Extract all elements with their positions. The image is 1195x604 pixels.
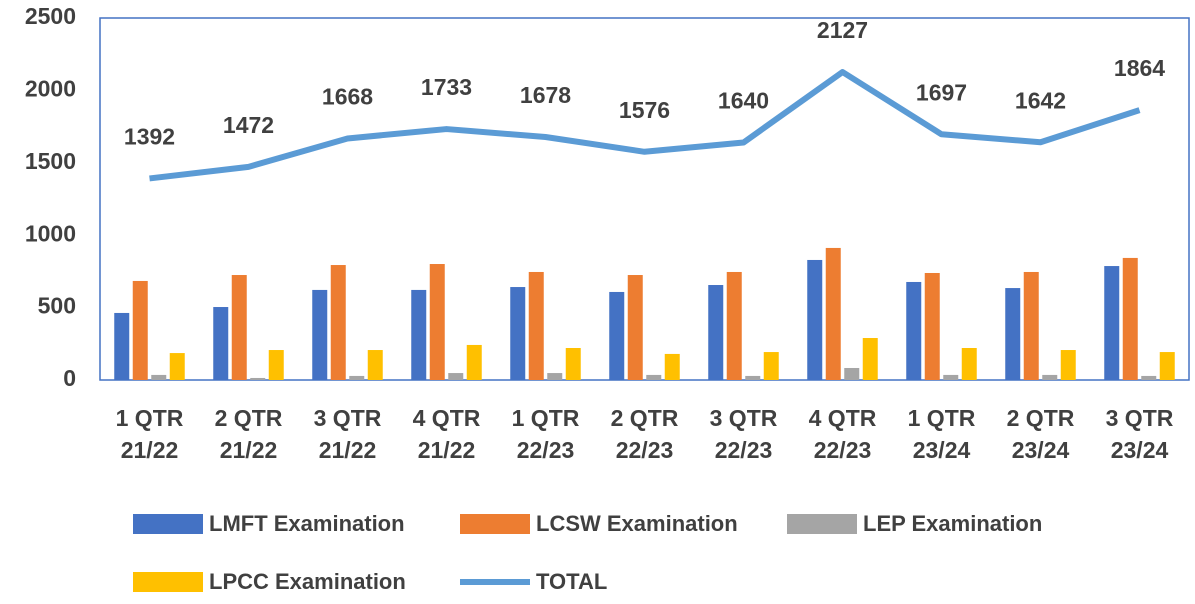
data-label: 1668 <box>322 84 373 110</box>
x-tick-label: 2 QTR 22/23 <box>610 405 679 463</box>
legend-swatch <box>787 514 857 534</box>
legend-label: LMFT Examination <box>209 511 405 536</box>
bar <box>906 281 922 380</box>
data-label: 1642 <box>1015 87 1066 113</box>
bar <box>231 275 247 380</box>
data-label: 2127 <box>817 17 868 43</box>
y-tick-label: 1500 <box>25 148 76 174</box>
bar <box>510 287 526 380</box>
bar <box>961 347 977 380</box>
bar <box>763 352 779 380</box>
legend-label: LEP Examination <box>863 511 1043 536</box>
data-label: 1576 <box>619 97 670 123</box>
bar <box>151 374 167 380</box>
x-tick-label: 1 QTR 23/24 <box>907 405 976 463</box>
bar <box>1005 288 1021 380</box>
bar <box>726 271 742 380</box>
bar <box>627 275 643 380</box>
legend-swatch <box>460 514 530 534</box>
bar <box>466 344 482 380</box>
data-label: 1472 <box>223 112 274 138</box>
bar <box>1104 266 1120 380</box>
x-tick-label: 4 QTR 21/22 <box>412 405 481 463</box>
bar <box>609 291 625 380</box>
bar <box>312 289 328 380</box>
bar <box>132 280 148 380</box>
x-tick-label: 3 QTR 23/24 <box>1105 405 1174 463</box>
x-tick-label: 4 QTR 22/23 <box>808 405 877 463</box>
bar <box>528 271 544 380</box>
bar <box>646 374 662 380</box>
bar <box>349 375 365 380</box>
bar <box>411 289 427 380</box>
bar <box>565 347 581 380</box>
bar <box>1141 375 1157 380</box>
bar <box>213 307 229 380</box>
data-label: 1678 <box>520 82 571 108</box>
bar <box>250 377 266 380</box>
y-tick-label: 500 <box>38 293 76 319</box>
legend-label: LCSW Examination <box>536 511 738 536</box>
legend-item: LPCC Examination <box>133 569 406 595</box>
bar <box>708 285 724 380</box>
x-tick-label: 1 QTR 22/23 <box>511 405 580 463</box>
legend-item: TOTAL <box>460 569 607 595</box>
chart: 0 500 1000 1500 2000 2500 1392 1472 1668 1733 1678… <box>25 3 1190 391</box>
bar <box>1122 257 1138 380</box>
x-tick-label: 2 QTR 23/24 <box>1006 405 1075 463</box>
bar <box>825 247 841 380</box>
bar <box>862 338 878 380</box>
bar <box>1023 271 1039 380</box>
bar <box>745 375 761 380</box>
bar <box>169 353 185 380</box>
x-tick-label: 1 QTR 21/22 <box>115 405 184 463</box>
data-label: 1733 <box>421 74 472 100</box>
bar <box>114 312 130 380</box>
bar <box>1042 374 1058 380</box>
y-tick-label: 2500 <box>25 3 76 29</box>
legend-item: LMFT Examination <box>133 511 405 537</box>
bar <box>664 353 680 380</box>
data-label: 1697 <box>916 79 967 105</box>
data-label: 1640 <box>718 88 769 114</box>
bar <box>448 373 464 380</box>
legend-swatch <box>460 579 530 585</box>
data-label: 1864 <box>1114 55 1165 81</box>
bar <box>268 350 284 380</box>
legend-label: LPCC Examination <box>209 569 406 594</box>
bar <box>844 367 860 380</box>
legend-item: LEP Examination <box>787 511 1042 537</box>
plot-border <box>99 17 1190 381</box>
bar <box>1060 350 1076 380</box>
legend-item: LCSW Examination <box>460 511 738 537</box>
data-label: 1392 <box>124 124 175 150</box>
line <box>149 69 1141 182</box>
legend-label: TOTAL <box>536 569 608 594</box>
x-tick-label: 3 QTR 22/23 <box>709 405 778 463</box>
bar <box>924 272 940 380</box>
legend-swatch <box>133 572 203 592</box>
y-tick-label: 2000 <box>25 75 76 101</box>
x-tick-label: 2 QTR 21/22 <box>214 405 283 463</box>
bar <box>1159 352 1175 380</box>
bar <box>429 264 445 380</box>
bar <box>367 350 383 380</box>
bar <box>330 265 346 380</box>
y-tick-label: 1000 <box>25 220 76 246</box>
bar <box>547 373 563 380</box>
x-tick-label: 3 QTR 21/22 <box>313 405 382 463</box>
bar <box>943 374 959 380</box>
y-tick-label: 0 <box>63 365 76 391</box>
legend-swatch <box>133 514 203 534</box>
bar <box>807 259 823 380</box>
